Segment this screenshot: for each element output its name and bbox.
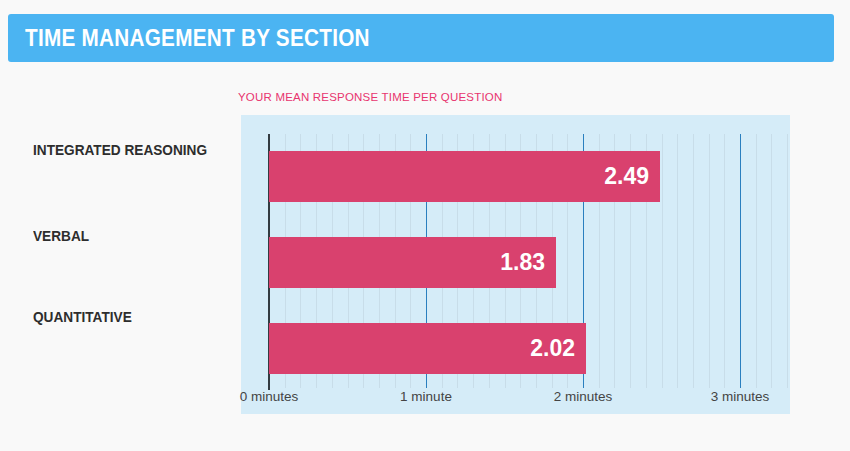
category-label-quantitative: QUANTITATIVE bbox=[33, 309, 132, 325]
minor-gridline bbox=[771, 134, 772, 388]
major-gridline bbox=[740, 134, 741, 388]
minor-gridline bbox=[724, 134, 725, 388]
chart-subtitle: YOUR MEAN RESPONSE TIME PER QUESTION bbox=[238, 91, 503, 103]
minor-gridline bbox=[709, 134, 710, 388]
minor-gridline bbox=[693, 134, 694, 388]
page-header: TIME MANAGEMENT BY SECTION bbox=[8, 14, 834, 62]
bar-value-label: 2.02 bbox=[530, 335, 575, 362]
plot-area: 2.49 1.83 2.02 0 minutes 1 minute 2 minutes 3 … bbox=[241, 115, 790, 414]
category-label-verbal: VERBAL bbox=[33, 228, 89, 244]
minor-gridline bbox=[756, 134, 757, 388]
bar-quantitative: 2.02 bbox=[269, 323, 586, 374]
category-label-integrated-reasoning: INTEGRATED REASONING bbox=[33, 142, 207, 158]
report-page: TIME MANAGEMENT BY SECTION INTEGRATED RE… bbox=[0, 0, 850, 451]
minor-gridline bbox=[677, 134, 678, 388]
bar-value-label: 1.83 bbox=[500, 249, 545, 276]
x-tick-label: 3 minutes bbox=[711, 389, 770, 404]
minor-gridline bbox=[787, 134, 788, 388]
page-title: TIME MANAGEMENT BY SECTION bbox=[25, 25, 370, 52]
bar-value-label: 2.49 bbox=[604, 163, 649, 190]
x-tick-label: 2 minutes bbox=[554, 389, 613, 404]
bar-integrated-reasoning: 2.49 bbox=[269, 151, 660, 202]
bar-verbal: 1.83 bbox=[269, 237, 556, 288]
x-tick-label: 1 minute bbox=[400, 389, 452, 404]
x-tick-label: 0 minutes bbox=[240, 389, 299, 404]
minor-gridline bbox=[662, 134, 663, 388]
